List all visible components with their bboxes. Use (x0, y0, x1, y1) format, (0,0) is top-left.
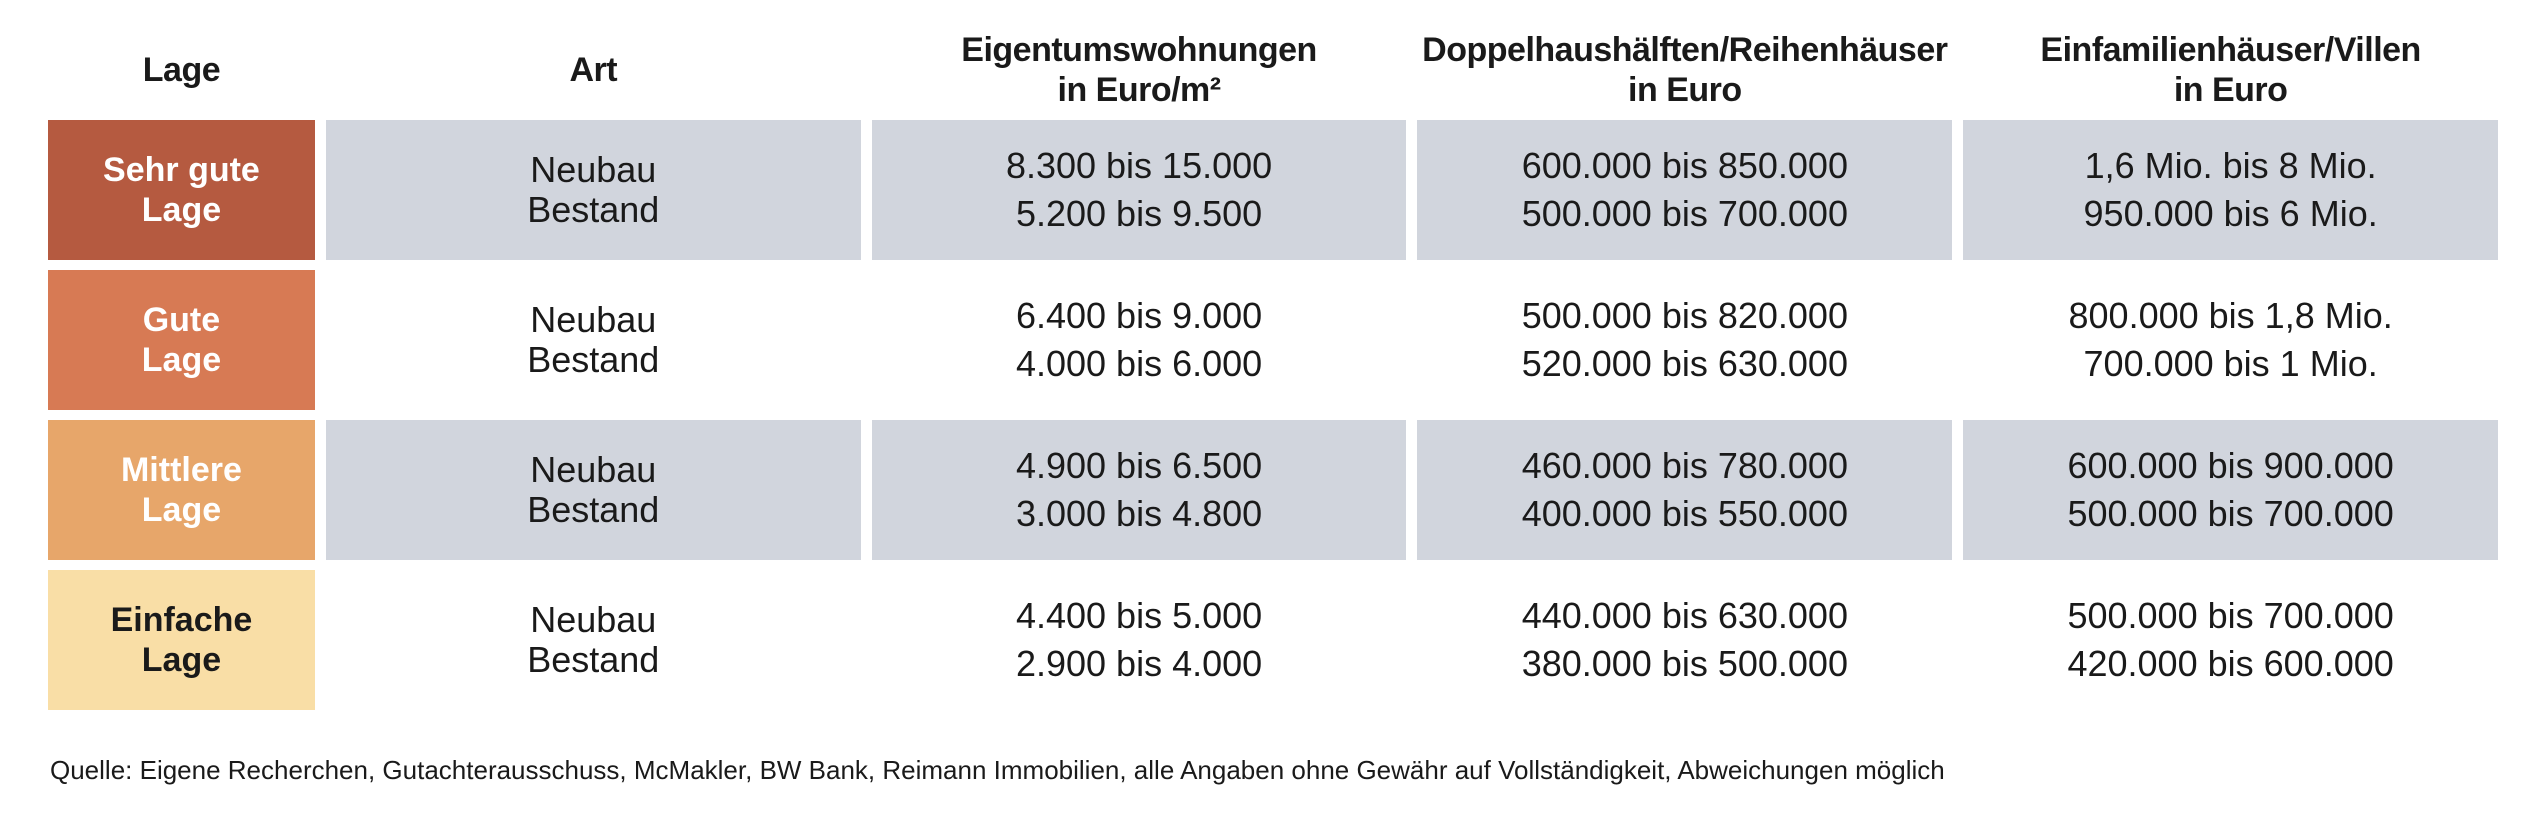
header-einfamilienhaeuser: Einfamilienhäuser/Villen in Euro (1963, 30, 2498, 110)
table-row: Gute Lage Neubau Bestand 6.400 bis 9.000… (48, 270, 2499, 410)
etw-bestand-value: 3.000 bis 4.800 (1015, 493, 1263, 534)
lage-label-line1: Mittlere (120, 451, 242, 489)
header-doppelhaushaelften: Doppelhaushälften/Reihenhäuser in Euro (1417, 30, 1952, 110)
art-bestand: Bestand (527, 189, 660, 230)
dh-cell: 460.000 bis 780.000 400.000 bis 550.000 (1417, 420, 1953, 560)
dh-neubau-value: 500.000 bis 820.000 (1521, 295, 1848, 336)
dh-cell: 600.000 bis 850.000 500.000 bis 700.000 (1417, 120, 1953, 260)
lage-label-line1: Sehr gute (103, 151, 260, 189)
art-bestand: Bestand (527, 339, 660, 380)
efh-bestand-value: 700.000 bis 1 Mio. (2083, 343, 2378, 384)
lage-cell: Einfache Lage (48, 570, 315, 710)
efh-neubau-value: 1,6 Mio. bis 8 Mio. (2084, 145, 2377, 186)
source-note: Quelle: Eigene Recherchen, Gutachterauss… (50, 755, 1945, 785)
header-etw-line2: in Euro/m² (1057, 71, 1222, 109)
table-header: Lage Art Eigentumswohnungen in Euro/m² D… (48, 20, 2498, 120)
header-dh-line1: Doppelhaushälften/Reihenhäuser (1422, 31, 1948, 69)
art-bestand: Bestand (527, 639, 660, 680)
efh-bestand-value: 500.000 bis 700.000 (2067, 493, 2394, 534)
art-neubau: Neubau (530, 449, 657, 490)
etw-cell: 4.900 bis 6.500 3.000 bis 4.800 (871, 420, 1407, 560)
dh-neubau-value: 600.000 bis 850.000 (1521, 145, 1848, 186)
etw-bestand-value: 2.900 bis 4.000 (1015, 643, 1263, 684)
dh-bestand-value: 520.000 bis 630.000 (1521, 343, 1848, 384)
etw-bestand-value: 4.000 bis 6.000 (1015, 343, 1263, 384)
header-dh-line2: in Euro (1628, 71, 1742, 109)
art-bestand: Bestand (527, 489, 660, 530)
lage-label-line2: Lage (141, 491, 222, 529)
art-neubau: Neubau (530, 299, 657, 340)
etw-neubau-value: 4.900 bis 6.500 (1015, 445, 1263, 486)
etw-cell: 4.400 bis 5.000 2.900 bis 4.000 (871, 570, 1407, 710)
header-lage-label: Lage (142, 51, 221, 89)
header-art-label: Art (569, 51, 618, 89)
lage-label-line1: Einfache (110, 601, 253, 639)
etw-bestand-value: 5.200 bis 9.500 (1015, 193, 1263, 234)
art-neubau: Neubau (530, 149, 657, 190)
header-lage: Lage (48, 50, 315, 90)
header-etw-line1: Eigentumswohnungen (961, 31, 1317, 69)
lage-label-line2: Lage (141, 191, 222, 229)
art-cell: Neubau Bestand (325, 270, 861, 410)
table-row: Sehr gute Lage Neubau Bestand 8.300 bis … (48, 120, 2499, 260)
etw-cell: 8.300 bis 15.000 5.200 bis 9.500 (871, 120, 1407, 260)
header-efh-line1: Einfamilienhäuser/Villen (2040, 31, 2421, 69)
dh-neubau-value: 460.000 bis 780.000 (1521, 445, 1848, 486)
lage-label-line1: Gute (142, 301, 221, 339)
dh-bestand-value: 500.000 bis 700.000 (1521, 193, 1848, 234)
lage-label-line2: Lage (141, 641, 222, 679)
lage-label-line2: Lage (141, 341, 222, 379)
efh-cell: 600.000 bis 900.000 500.000 bis 700.000 (1963, 420, 2499, 560)
etw-neubau-value: 8.300 bis 15.000 (1005, 145, 1273, 186)
lage-cell: Gute Lage (48, 270, 315, 410)
efh-bestand-value: 420.000 bis 600.000 (2067, 643, 2394, 684)
table-row: Einfache Lage Neubau Bestand 4.400 bis 5… (48, 570, 2499, 710)
dh-bestand-value: 380.000 bis 500.000 (1521, 643, 1848, 684)
etw-neubau-value: 6.400 bis 9.000 (1015, 295, 1263, 336)
art-cell: Neubau Bestand (325, 570, 861, 710)
dh-neubau-value: 440.000 bis 630.000 (1521, 595, 1848, 636)
etw-cell: 6.400 bis 9.000 4.000 bis 6.000 (871, 270, 1407, 410)
header-eigentumswohnungen: Eigentumswohnungen in Euro/m² (872, 30, 1407, 110)
table-row: Mittlere Lage Neubau Bestand 4.900 bis 6… (48, 420, 2499, 560)
efh-neubau-value: 600.000 bis 900.000 (2067, 445, 2394, 486)
dh-cell: 500.000 bis 820.000 520.000 bis 630.000 (1417, 270, 1953, 410)
lage-cell: Mittlere Lage (48, 420, 315, 560)
efh-cell: 500.000 bis 700.000 420.000 bis 600.000 (1963, 570, 2499, 710)
efh-bestand-value: 950.000 bis 6 Mio. (2083, 193, 2378, 234)
art-cell: Neubau Bestand (325, 420, 861, 560)
efh-cell: 800.000 bis 1,8 Mio. 700.000 bis 1 Mio. (1963, 270, 2499, 410)
efh-cell: 1,6 Mio. bis 8 Mio. 950.000 bis 6 Mio. (1963, 120, 2499, 260)
table-body: Sehr gute Lage Neubau Bestand 8.300 bis … (48, 120, 2499, 710)
art-neubau: Neubau (530, 599, 657, 640)
art-cell: Neubau Bestand (325, 120, 861, 260)
etw-neubau-value: 4.400 bis 5.000 (1015, 595, 1263, 636)
price-table: Lage Art Eigentumswohnungen in Euro/m² D… (48, 20, 2499, 710)
efh-neubau-value: 500.000 bis 700.000 (2067, 595, 2394, 636)
header-efh-line2: in Euro (2173, 71, 2288, 109)
header-art: Art (326, 50, 861, 90)
dh-cell: 440.000 bis 630.000 380.000 bis 500.000 (1417, 570, 1953, 710)
dh-bestand-value: 400.000 bis 550.000 (1521, 493, 1848, 534)
lage-cell: Sehr gute Lage (48, 120, 315, 260)
efh-neubau-value: 800.000 bis 1,8 Mio. (2068, 295, 2393, 336)
